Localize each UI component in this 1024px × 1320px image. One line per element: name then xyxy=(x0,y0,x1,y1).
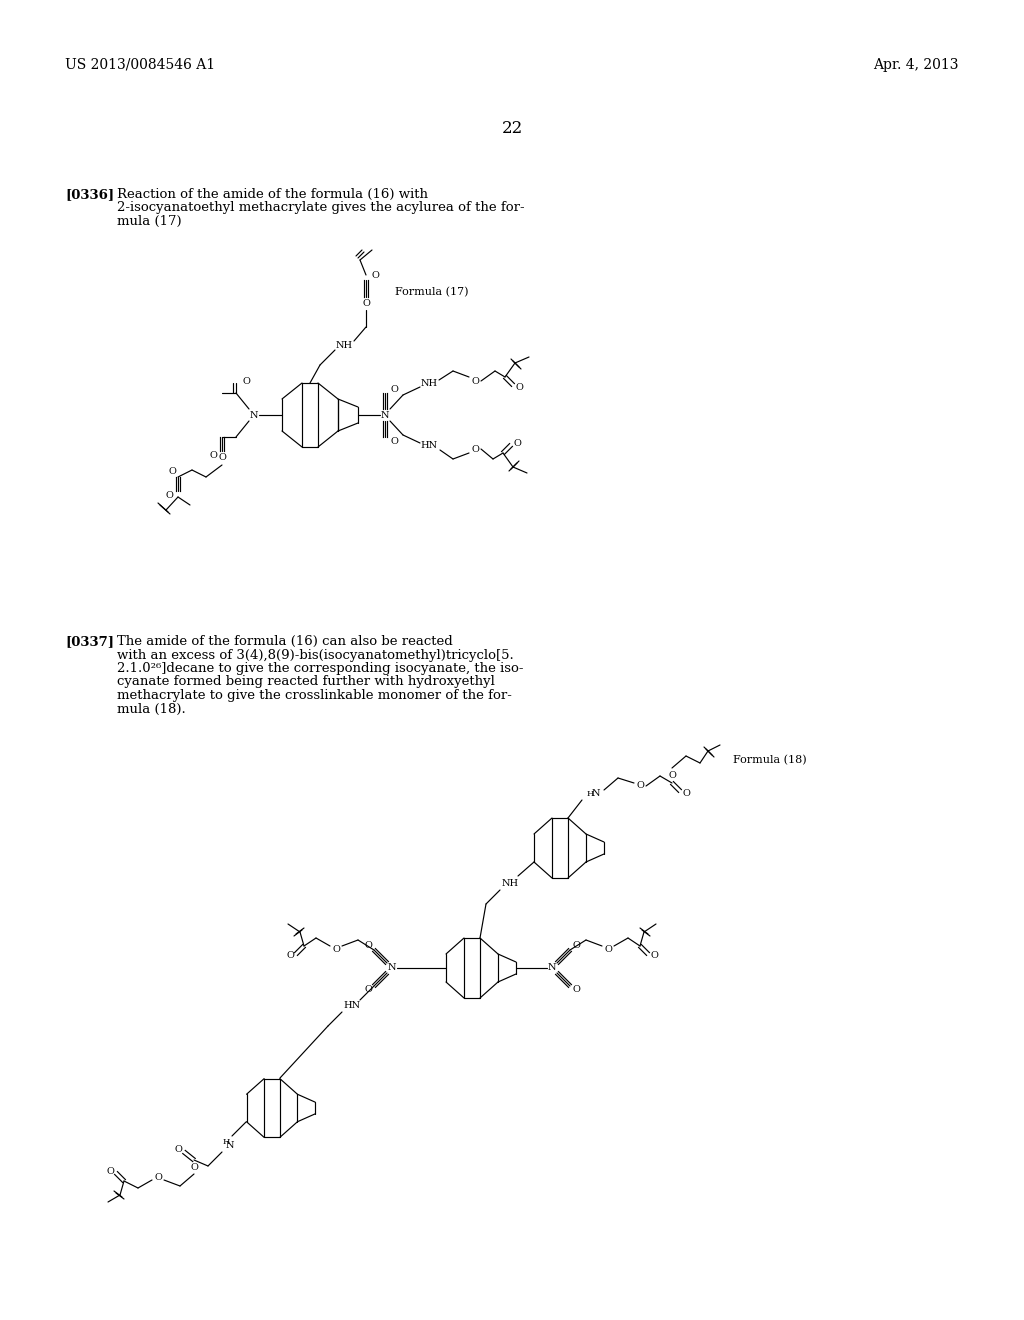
Text: N: N xyxy=(548,964,556,973)
Text: O: O xyxy=(190,1163,198,1172)
Text: [0337]: [0337] xyxy=(65,635,114,648)
Text: O: O xyxy=(513,438,521,447)
Text: O: O xyxy=(650,952,658,961)
Text: 22: 22 xyxy=(502,120,522,137)
Text: N: N xyxy=(250,411,258,420)
Text: O: O xyxy=(332,945,340,953)
Text: N: N xyxy=(592,789,600,799)
Text: O: O xyxy=(286,952,294,961)
Text: NH: NH xyxy=(421,380,437,388)
Text: O: O xyxy=(604,945,612,953)
Text: methacrylate to give the crosslinkable monomer of the for-: methacrylate to give the crosslinkable m… xyxy=(117,689,512,702)
Text: O: O xyxy=(390,384,398,393)
Text: with an excess of 3(4),8(9)-bis(isocyanatomethyl)tricyclo[5.: with an excess of 3(4),8(9)-bis(isocyana… xyxy=(117,648,514,661)
Text: N: N xyxy=(225,1142,234,1151)
Text: cyanate formed being reacted further with hydroxyethyl: cyanate formed being reacted further wit… xyxy=(117,676,495,689)
Text: mula (18).: mula (18). xyxy=(117,702,185,715)
Text: US 2013/0084546 A1: US 2013/0084546 A1 xyxy=(65,58,215,73)
Text: O: O xyxy=(572,941,580,950)
Text: HN: HN xyxy=(421,441,437,450)
Text: NH: NH xyxy=(502,879,518,887)
Text: O: O xyxy=(668,771,676,780)
Text: O: O xyxy=(168,466,176,475)
Text: O: O xyxy=(154,1172,162,1181)
Text: O: O xyxy=(365,986,372,994)
Text: O: O xyxy=(682,788,690,797)
Text: O: O xyxy=(362,298,370,308)
Text: O: O xyxy=(165,491,173,500)
Text: O: O xyxy=(572,986,580,994)
Text: O: O xyxy=(365,941,372,950)
Text: O: O xyxy=(106,1167,114,1176)
Text: H: H xyxy=(587,789,594,799)
Text: Apr. 4, 2013: Apr. 4, 2013 xyxy=(873,58,959,73)
Text: 2-isocyanatoethyl methacrylate gives the acylurea of the for-: 2-isocyanatoethyl methacrylate gives the… xyxy=(117,202,524,214)
Text: H: H xyxy=(222,1138,229,1146)
Text: O: O xyxy=(636,781,644,791)
Text: N: N xyxy=(381,411,389,420)
Text: 2.1.0²⁶]decane to give the corresponding isocyanate, the iso-: 2.1.0²⁶]decane to give the corresponding… xyxy=(117,663,523,675)
Text: O: O xyxy=(515,383,523,392)
Text: HN: HN xyxy=(343,1002,360,1011)
Text: N: N xyxy=(388,964,396,973)
Text: Formula (17): Formula (17) xyxy=(395,286,469,297)
Text: O: O xyxy=(242,376,250,385)
Text: Formula (18): Formula (18) xyxy=(733,755,807,766)
Text: O: O xyxy=(218,454,226,462)
Text: Reaction of the amide of the formula (16) with: Reaction of the amide of the formula (16… xyxy=(117,187,428,201)
Text: O: O xyxy=(371,272,379,281)
Text: O: O xyxy=(471,376,479,385)
Text: O: O xyxy=(471,445,479,454)
Text: NH: NH xyxy=(336,341,352,350)
Text: O: O xyxy=(390,437,398,446)
Text: [0336]: [0336] xyxy=(65,187,114,201)
Text: O: O xyxy=(209,451,217,461)
Text: The amide of the formula (16) can also be reacted: The amide of the formula (16) can also b… xyxy=(117,635,453,648)
Text: mula (17): mula (17) xyxy=(117,215,181,228)
Text: O: O xyxy=(174,1146,182,1155)
